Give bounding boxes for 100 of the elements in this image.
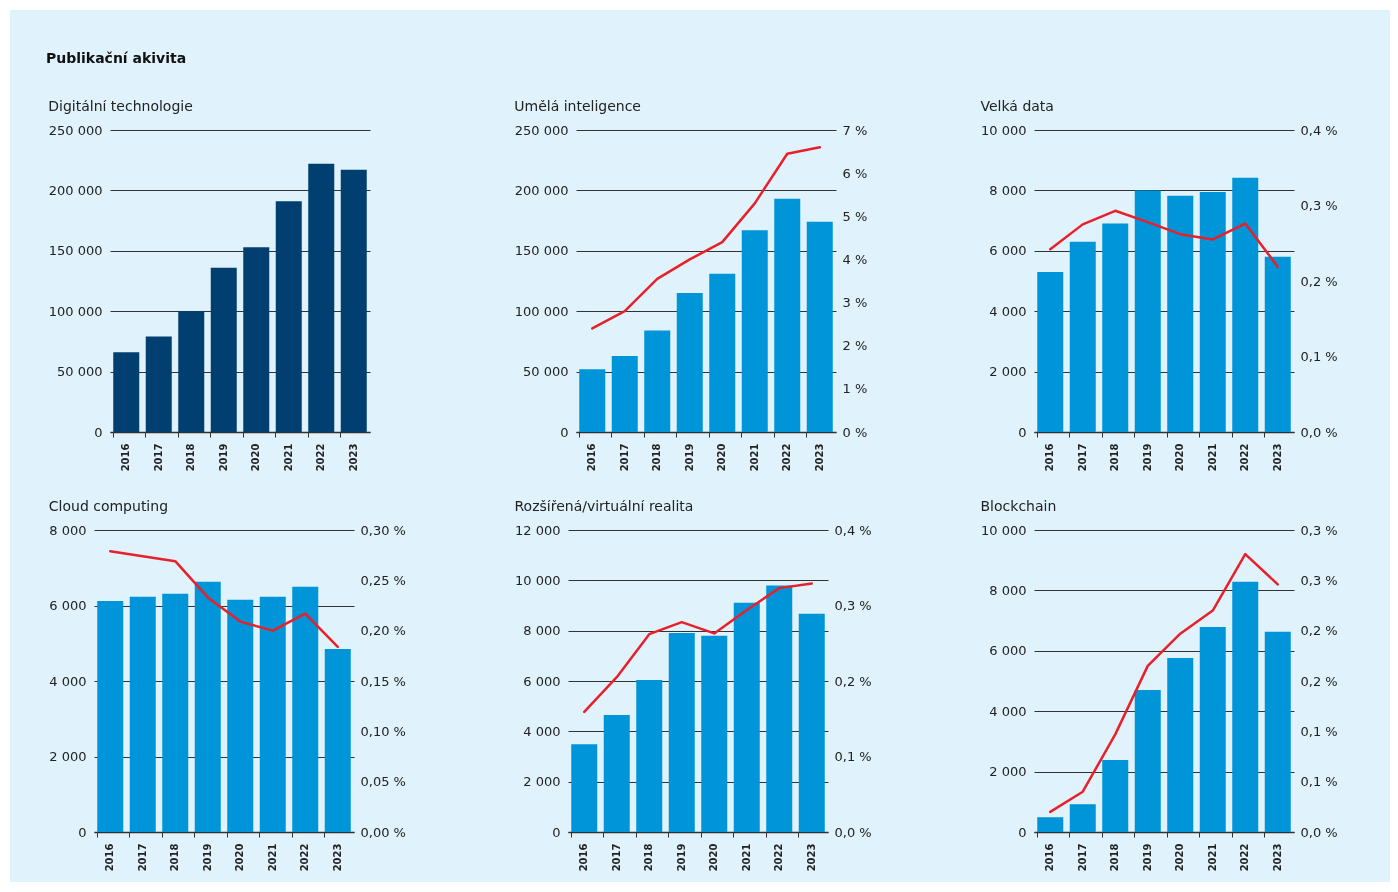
- y2-tick-label: 0,2 %: [1300, 273, 1338, 289]
- x-tick-label: 2016: [1044, 843, 1056, 872]
- bar: [1102, 760, 1129, 832]
- x-tick-label: 2017: [1076, 443, 1088, 472]
- bar: [275, 201, 302, 432]
- y-tick-label: 2 000: [989, 364, 1027, 380]
- x-tick-label: 2018: [169, 843, 181, 872]
- y2-tick-label: 0,0 %: [834, 824, 872, 840]
- y-tick-label: 8 000: [49, 522, 87, 538]
- y2-tick-label: 0,10 %: [360, 723, 406, 739]
- bar: [129, 596, 156, 832]
- x-tick-label: 2023: [1271, 843, 1283, 872]
- bar: [1134, 190, 1161, 432]
- y2-tick-label: 0,20 %: [360, 623, 406, 639]
- bar: [1167, 195, 1194, 432]
- y2-tick-label: 0,3 %: [834, 598, 872, 613]
- bar: [1167, 658, 1194, 832]
- y-tick-label: 0: [560, 424, 569, 440]
- chart-title: Velká data: [980, 98, 1054, 114]
- x-tick-label: 2016: [104, 843, 116, 872]
- x-tick-label: 2023: [1271, 443, 1283, 472]
- bar: [194, 581, 221, 832]
- x-tick-label: 2019: [683, 443, 695, 472]
- y-tick-label: 0: [94, 424, 103, 440]
- y2-tick-label: 0,2 %: [1300, 623, 1338, 639]
- y-tick-label: 12 000: [515, 522, 561, 538]
- y2-tick-label: 0,3 %: [1300, 572, 1338, 588]
- y-tick-label: 2 000: [989, 764, 1027, 780]
- y-tick-label: 10 000: [981, 522, 1027, 538]
- bar: [766, 585, 793, 832]
- y2-tick-label: 3 %: [842, 295, 868, 311]
- x-tick-label: 2023: [347, 443, 359, 472]
- bar: [668, 632, 695, 832]
- y-tick-label: 10 000: [515, 572, 561, 588]
- x-tick-label: 2018: [643, 843, 655, 872]
- bar: [340, 169, 367, 432]
- line-series: [1049, 552, 1279, 814]
- x-tick-label: 2019: [201, 843, 213, 872]
- y2-tick-label: 0 %: [842, 424, 868, 440]
- x-tick-label: 2023: [813, 443, 825, 472]
- y-tick-label: 6 000: [989, 643, 1027, 659]
- x-tick-label: 2018: [651, 443, 663, 472]
- y-tick-label: 100 000: [514, 303, 569, 319]
- x-tick-label: 2017: [618, 443, 630, 472]
- bar: [113, 352, 140, 432]
- y-tick-label: 200 000: [514, 182, 569, 198]
- bar: [676, 293, 703, 432]
- y-tick-label: 6 000: [523, 673, 561, 689]
- chart-title: Digitální technologie: [48, 98, 193, 114]
- bar: [1199, 626, 1226, 832]
- x-tick-label: 2022: [299, 843, 311, 872]
- bar: [1069, 804, 1096, 832]
- x-tick-label: 2022: [773, 843, 785, 872]
- bar: [97, 600, 124, 832]
- x-tick-label: 2022: [1239, 443, 1251, 472]
- bar: [210, 267, 237, 432]
- x-tick-label: 2019: [675, 843, 687, 872]
- bar: [1199, 191, 1226, 432]
- y2-tick-label: 5 %: [842, 208, 868, 224]
- bar: [571, 744, 598, 832]
- y2-tick-label: 0,0 %: [1300, 824, 1338, 840]
- y-tick-label: 4 000: [989, 703, 1027, 719]
- x-tick-label: 2019: [1141, 843, 1153, 872]
- bar: [1232, 177, 1259, 432]
- x-tick-label: 2016: [586, 443, 598, 472]
- y-tick-label: 8 000: [989, 182, 1027, 198]
- bar: [145, 336, 172, 432]
- y2-tick-label: 0,1 %: [1300, 774, 1338, 790]
- bar: [701, 635, 728, 832]
- y2-tick-label: 0,15 %: [360, 673, 406, 689]
- y-tick-label: 4 000: [989, 303, 1027, 319]
- y2-tick-label: 0,4 %: [834, 522, 872, 538]
- y-tick-label: 0: [552, 824, 561, 840]
- y-tick-label: 250 000: [48, 122, 103, 138]
- y2-tick-label: 6 %: [842, 165, 868, 181]
- y-tick-label: 2 000: [523, 774, 561, 790]
- y-tick-label: 50 000: [523, 364, 569, 380]
- bar: [1069, 241, 1096, 432]
- x-tick-label: 2022: [1239, 843, 1251, 872]
- y2-tick-label: 0,30 %: [360, 522, 406, 538]
- x-tick-label: 2018: [1109, 443, 1121, 472]
- x-tick-label: 2016: [120, 443, 132, 472]
- bar: [806, 221, 833, 432]
- y-tick-label: 250 000: [514, 122, 569, 138]
- x-tick-label: 2020: [250, 443, 262, 472]
- bar: [292, 586, 319, 832]
- bar: [1037, 271, 1064, 432]
- y-tick-label: 6 000: [989, 243, 1027, 259]
- x-tick-label: 2020: [708, 843, 720, 872]
- y-tick-label: 4 000: [49, 673, 87, 689]
- x-tick-label: 2022: [315, 443, 327, 472]
- y2-tick-label: 0,4 %: [1300, 122, 1338, 138]
- bar: [1134, 690, 1161, 832]
- bar: [611, 355, 638, 432]
- x-tick-label: 2021: [282, 443, 294, 472]
- y-tick-label: 8 000: [989, 582, 1027, 598]
- y2-tick-label: 2 %: [842, 338, 868, 354]
- y2-tick-label: 0,05 %: [360, 774, 406, 790]
- bar: [579, 369, 606, 432]
- bar: [1264, 631, 1291, 832]
